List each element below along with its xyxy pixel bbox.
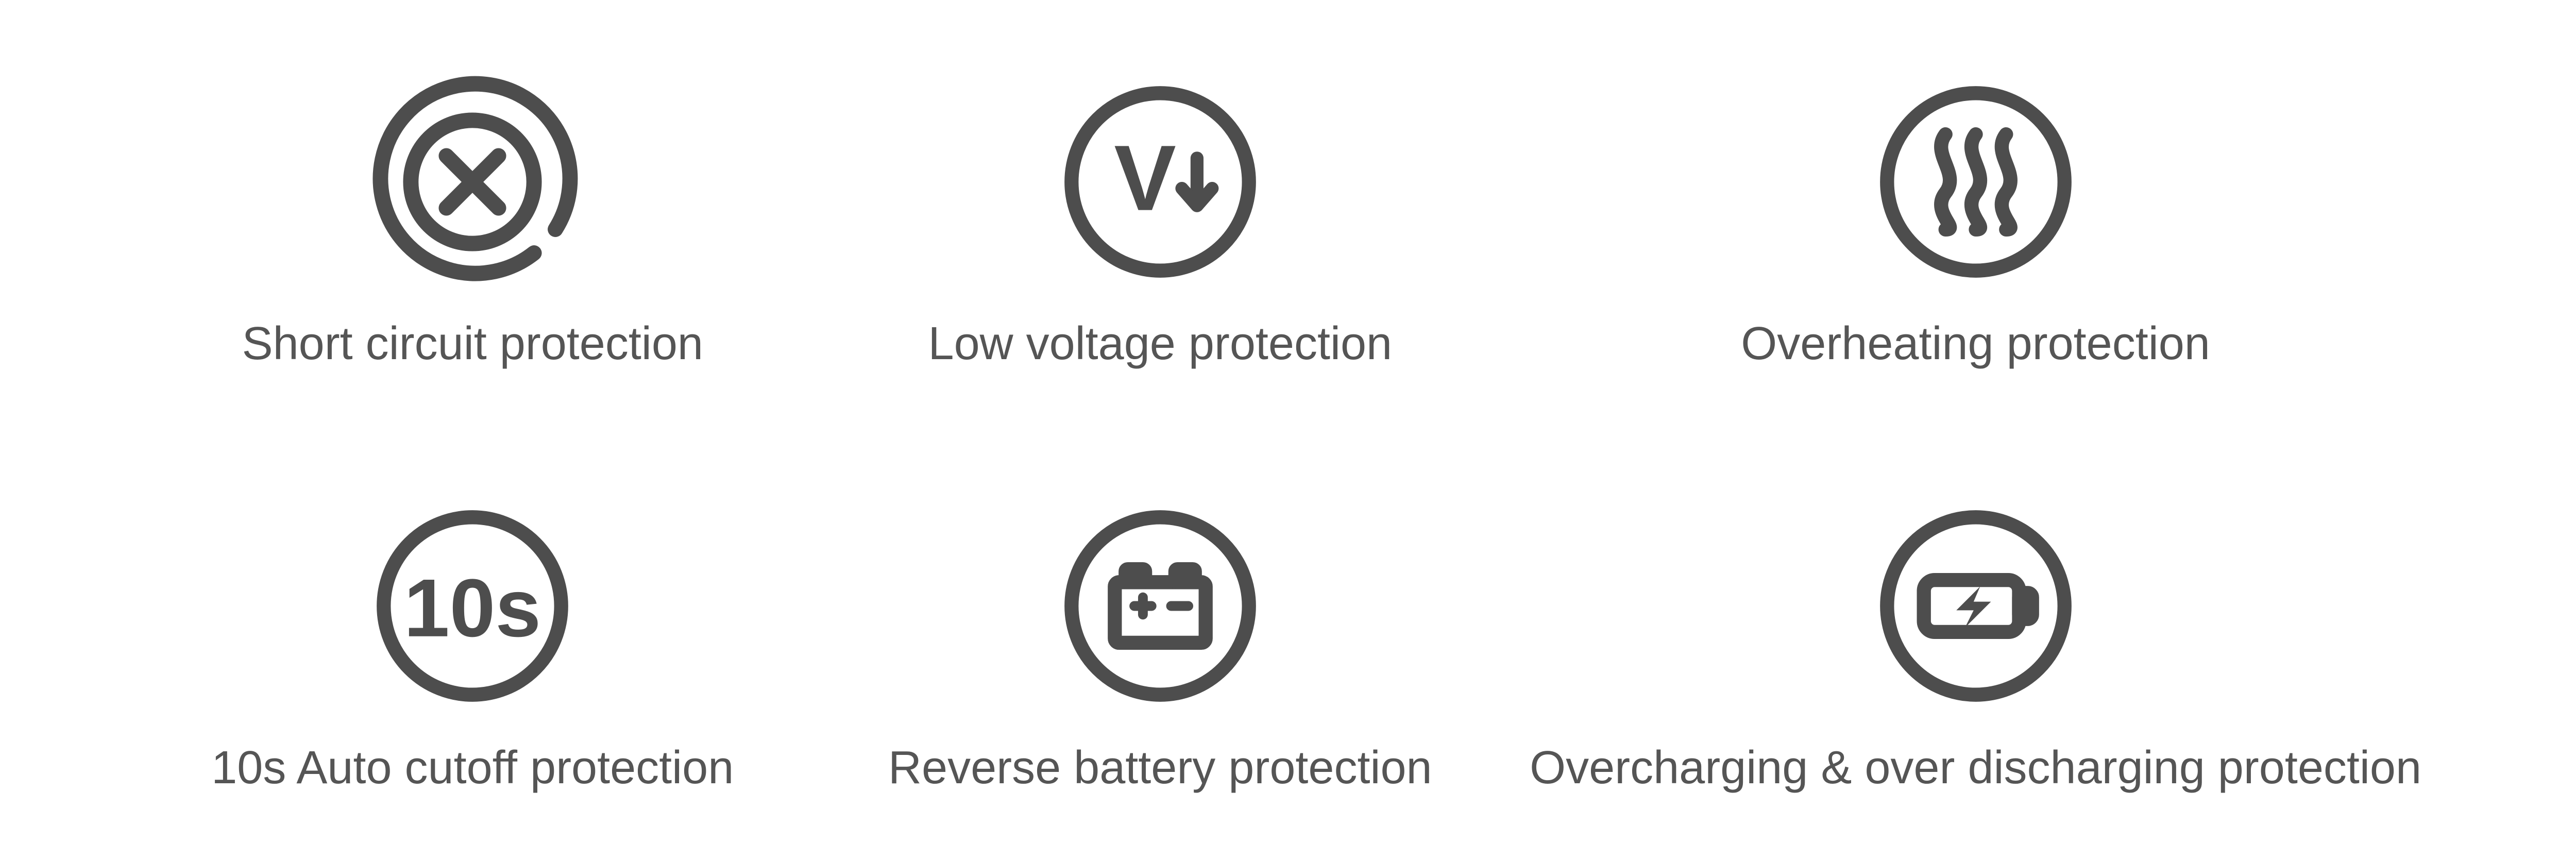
battery-bolt-icon <box>1868 487 2084 725</box>
feature-auto-cutoff: 10s 10s Auto cutoff protection <box>155 445 791 839</box>
ten-s-icon: 10s <box>364 487 581 725</box>
feature-overcharging: Overcharging & over discharging protecti… <box>1530 445 2421 839</box>
features-grid: Short circuit protection V Low volt <box>0 0 2576 859</box>
feature-label: Reverse battery protection <box>888 740 1432 796</box>
feature-reverse-battery: Reverse battery protection <box>842 445 1479 839</box>
feature-label: 10s Auto cutoff protection <box>211 740 734 796</box>
car-battery-icon <box>1052 487 1268 725</box>
feature-label: Overheating protection <box>1741 316 2210 372</box>
feature-label: Low voltage protection <box>928 316 1393 372</box>
ten-s-text: 10s <box>404 562 541 654</box>
overheating-icon <box>1868 63 2084 300</box>
feature-label: Short circuit protection <box>242 316 703 372</box>
short-circuit-icon <box>354 63 591 300</box>
feature-low-voltage: V Low voltage protection <box>842 21 1479 414</box>
svg-text:V: V <box>1114 126 1176 230</box>
feature-short-circuit: Short circuit protection <box>155 21 791 414</box>
low-voltage-icon: V <box>1052 63 1268 300</box>
feature-label: Overcharging & over discharging protecti… <box>1530 740 2421 796</box>
feature-overheating: Overheating protection <box>1530 21 2421 414</box>
